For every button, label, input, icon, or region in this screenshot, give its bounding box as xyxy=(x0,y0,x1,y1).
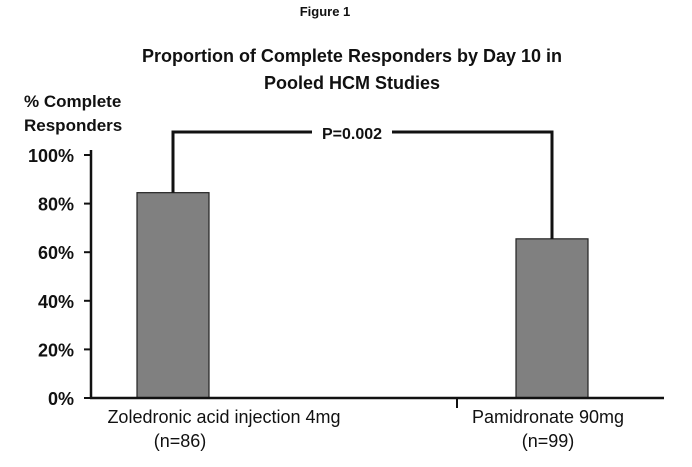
y-axis-label-line-1: % Complete xyxy=(24,92,121,111)
annotation-background xyxy=(312,120,392,144)
significance-bracket xyxy=(171,130,554,239)
y-tick-label: 40% xyxy=(38,292,74,312)
bar-1 xyxy=(136,192,210,399)
y-tick-label: 0% xyxy=(48,389,74,409)
chart-title-line-1: Proportion of Complete Responders by Day… xyxy=(142,46,562,66)
x-category-label-2-line-2: (n=99) xyxy=(522,431,575,451)
y-tick-label: 80% xyxy=(38,195,74,215)
p-value-annotation: P=0.002 xyxy=(322,126,382,143)
x-category-label-1-line-2: (n=86) xyxy=(154,431,207,451)
y-tick-label: 20% xyxy=(38,340,74,360)
figure-label: Figure 1 xyxy=(300,4,351,19)
bar-2 xyxy=(515,238,589,399)
y-tick-label: 100% xyxy=(28,146,74,166)
x-category-label-2-line-1: Pamidronate 90mg xyxy=(472,407,624,427)
y-axis-label-line-2: Responders xyxy=(24,116,122,135)
y-tick-label: 60% xyxy=(38,243,74,263)
chart-title-line-2: Pooled HCM Studies xyxy=(264,73,440,93)
x-category-label-1-line-1: Zoledronic acid injection 4mg xyxy=(107,407,340,427)
